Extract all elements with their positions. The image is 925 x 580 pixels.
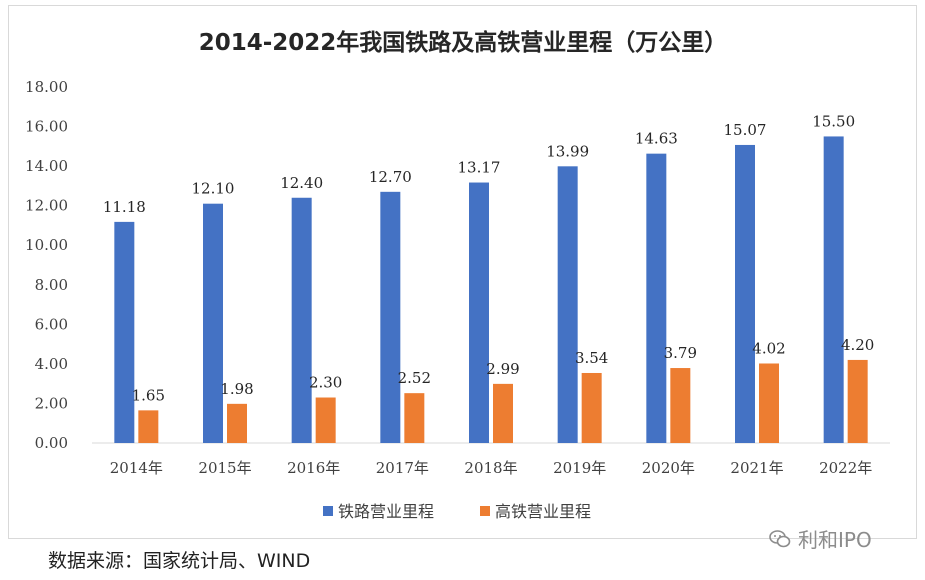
bar-series-2 xyxy=(404,393,425,443)
data-label: 15.07 xyxy=(724,121,767,139)
x-tick-label: 2021年 xyxy=(730,459,783,477)
legend-swatch xyxy=(480,506,490,516)
data-label: 3.54 xyxy=(575,349,608,367)
watermark-text: 利和IPO xyxy=(798,528,872,552)
data-label: 13.99 xyxy=(546,142,589,160)
x-tick-label: 2017年 xyxy=(376,459,429,477)
wechat-logo-icon xyxy=(769,529,791,547)
y-tick-label: 16.00 xyxy=(25,118,68,136)
bar-series-2 xyxy=(138,410,159,443)
bar-series-2 xyxy=(847,359,868,443)
x-tick-label: 2019年 xyxy=(553,459,606,477)
legend-label: 高铁营业里程 xyxy=(495,502,591,521)
data-label: 14.63 xyxy=(635,130,678,148)
data-label: 11.18 xyxy=(103,198,146,216)
y-tick-label: 18.00 xyxy=(25,78,68,96)
bar-series-1 xyxy=(203,203,223,443)
x-tick-label: 2014年 xyxy=(110,459,163,477)
bar-series-1 xyxy=(469,182,489,443)
x-axis: 2014年 2015年 2016年 2017年 2018年 2019年 2020年 2021年… xyxy=(92,442,890,477)
bar-series-1 xyxy=(114,221,135,443)
bar-series-1 xyxy=(646,153,667,443)
y-tick-label: 2.00 xyxy=(35,394,68,412)
data-label: 2.52 xyxy=(398,369,431,387)
x-tick-label: 2016年 xyxy=(287,459,340,477)
x-tick-label: 2022年 xyxy=(819,459,872,477)
y-tick-label: 4.00 xyxy=(35,355,68,373)
y-tick-label: 0.00 xyxy=(35,434,68,452)
data-label: 4.20 xyxy=(841,336,874,354)
data-label: 15.50 xyxy=(812,112,855,130)
y-axis: 0.00 2.00 4.00 6.00 8.00 10.00 12.00 14.00 16.00… xyxy=(25,78,68,452)
legend-swatch xyxy=(323,506,333,516)
data-label: 13.17 xyxy=(458,159,501,177)
data-label: 2.30 xyxy=(309,374,342,392)
bar-series-1 xyxy=(380,191,401,443)
data-label: 4.02 xyxy=(752,339,785,357)
bar-series-2 xyxy=(670,368,691,443)
y-tick-label: 14.00 xyxy=(25,157,68,175)
data-label: 1.65 xyxy=(132,386,165,404)
chart-title: 2014-2022年我国铁路及高铁营业里程（万公里） xyxy=(199,29,728,56)
watermark: 利和IPO xyxy=(768,524,872,553)
data-label: 12.70 xyxy=(369,168,412,186)
legend: 铁路营业里程 高铁营业里程 xyxy=(323,502,591,521)
bar-series-1 xyxy=(557,166,578,443)
source-note: 数据来源：国家统计局、WIND xyxy=(48,550,311,572)
bar-series-2 xyxy=(227,403,247,443)
x-tick-label: 2015年 xyxy=(198,459,251,477)
x-tick-label: 2020年 xyxy=(642,459,695,477)
bar-series-2 xyxy=(759,363,779,443)
x-tick-label: 2018年 xyxy=(464,459,517,477)
y-tick-label: 6.00 xyxy=(35,315,68,333)
data-label: 12.40 xyxy=(280,174,323,192)
data-label: 2.99 xyxy=(486,360,519,378)
bar-series-2 xyxy=(493,383,513,443)
legend-label: 铁路营业里程 xyxy=(338,502,434,521)
bar-series-2 xyxy=(315,397,336,443)
bar-series-2 xyxy=(581,372,602,443)
bar-series-1 xyxy=(823,136,844,443)
y-tick-label: 10.00 xyxy=(25,236,68,254)
data-label: 1.98 xyxy=(220,380,253,398)
y-tick-label: 8.00 xyxy=(35,276,68,294)
chart-frame xyxy=(8,5,917,539)
data-label: 12.10 xyxy=(192,180,235,198)
data-label: 3.79 xyxy=(664,344,697,362)
bars: 11.18 12.10 12.40 12.70 13.17 13.99 14.63 15.07… xyxy=(103,112,874,443)
bar-series-1 xyxy=(735,144,755,443)
bar-series-1 xyxy=(291,197,312,443)
y-tick-label: 12.00 xyxy=(25,197,68,215)
